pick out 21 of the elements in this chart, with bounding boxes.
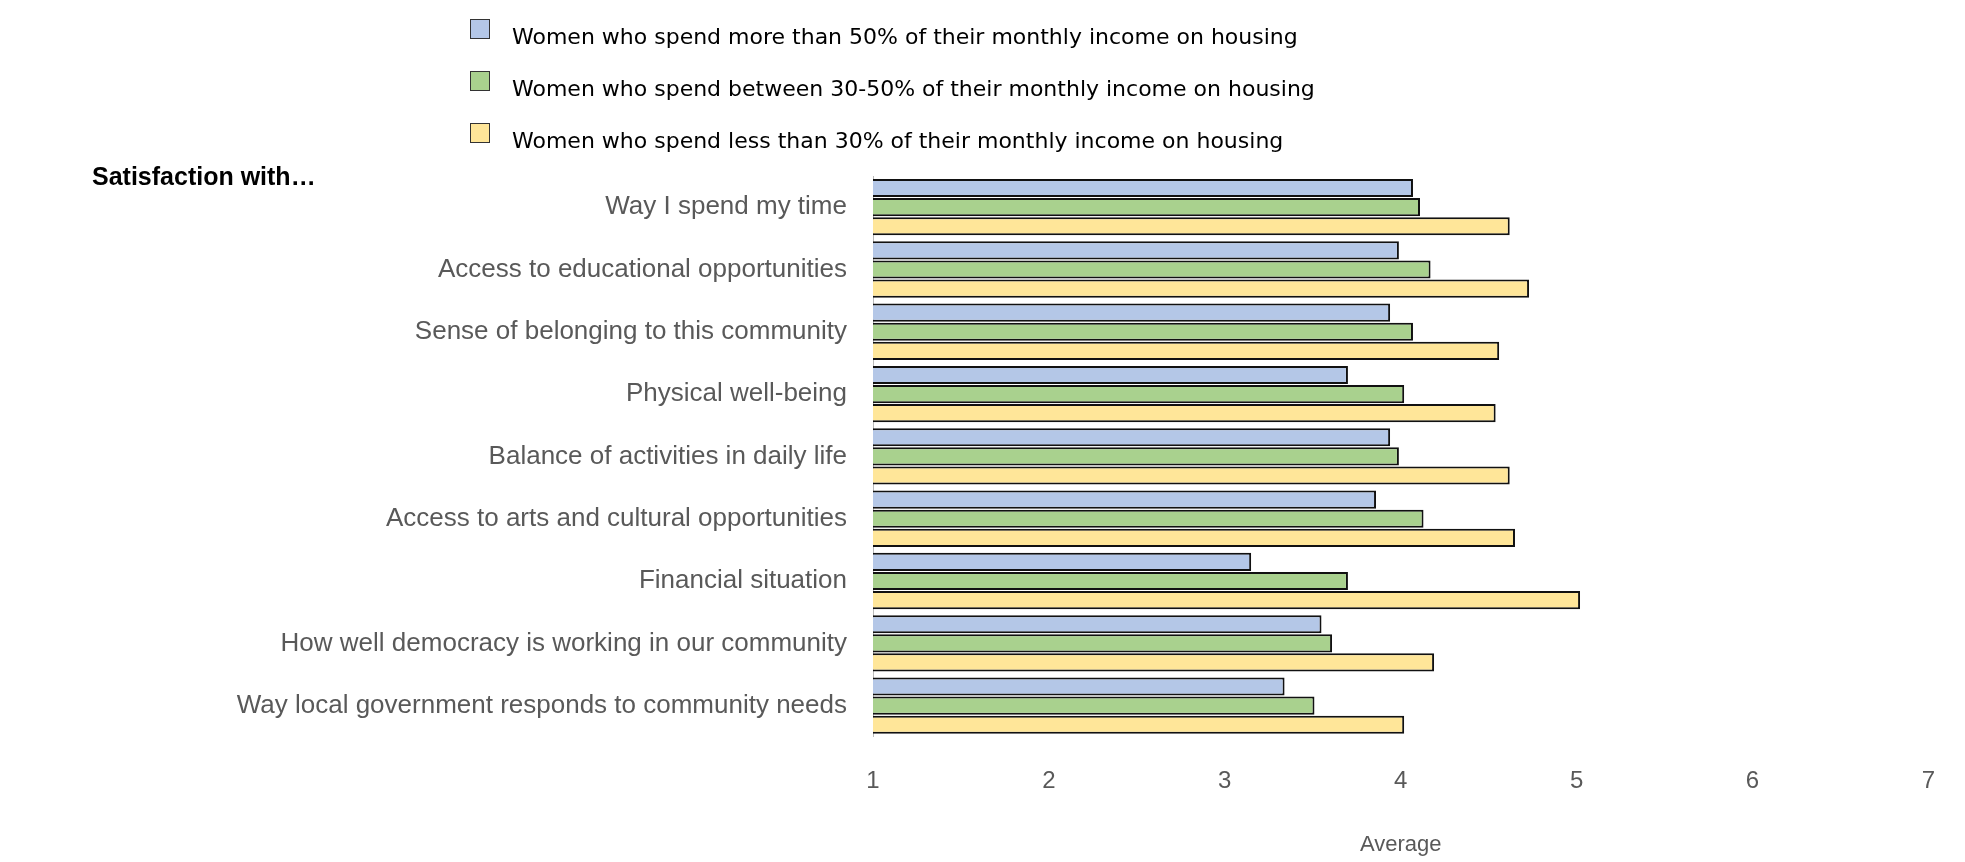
- x-tick-label: 7: [1921, 765, 1936, 793]
- y-tick-label: Access to educational opportunities: [437, 252, 847, 283]
- y-tick-label: How well democracy is working in our community: [280, 626, 847, 657]
- y-tick-label: Financial situation: [638, 564, 847, 595]
- legend-label: Women who spend less than 30% of their monthly income on housing: [512, 127, 1284, 153]
- x-tick-label: 3: [1218, 765, 1232, 793]
- legend-label: Women who spend between 30-50% of their monthly income on housing: [512, 75, 1315, 101]
- x-tick-label: 5: [1569, 765, 1584, 793]
- y-axis-title: Satisfaction with…: [92, 162, 316, 191]
- y-tick-label: Way local government responds to community needs: [236, 688, 847, 719]
- y-tick-label: Physical well-being: [625, 377, 847, 408]
- y-tick-label: Access to arts and cultural opportunities: [385, 501, 847, 532]
- y-tick-label: Sense of belonging to this community: [414, 314, 847, 345]
- x-axis-title: Average: [1359, 830, 1442, 856]
- x-tick-label: 6: [1745, 765, 1760, 793]
- x-tick-label: 2: [1042, 765, 1056, 793]
- y-tick-label: Way I spend my time: [605, 190, 847, 221]
- x-tick-label: 4: [1393, 765, 1408, 793]
- y-tick-label: Balance of activities in daily life: [488, 439, 847, 470]
- legend-label: Women who spend more than 50% of their monthly income on housing: [512, 23, 1298, 49]
- x-tick-label: 1: [866, 765, 880, 793]
